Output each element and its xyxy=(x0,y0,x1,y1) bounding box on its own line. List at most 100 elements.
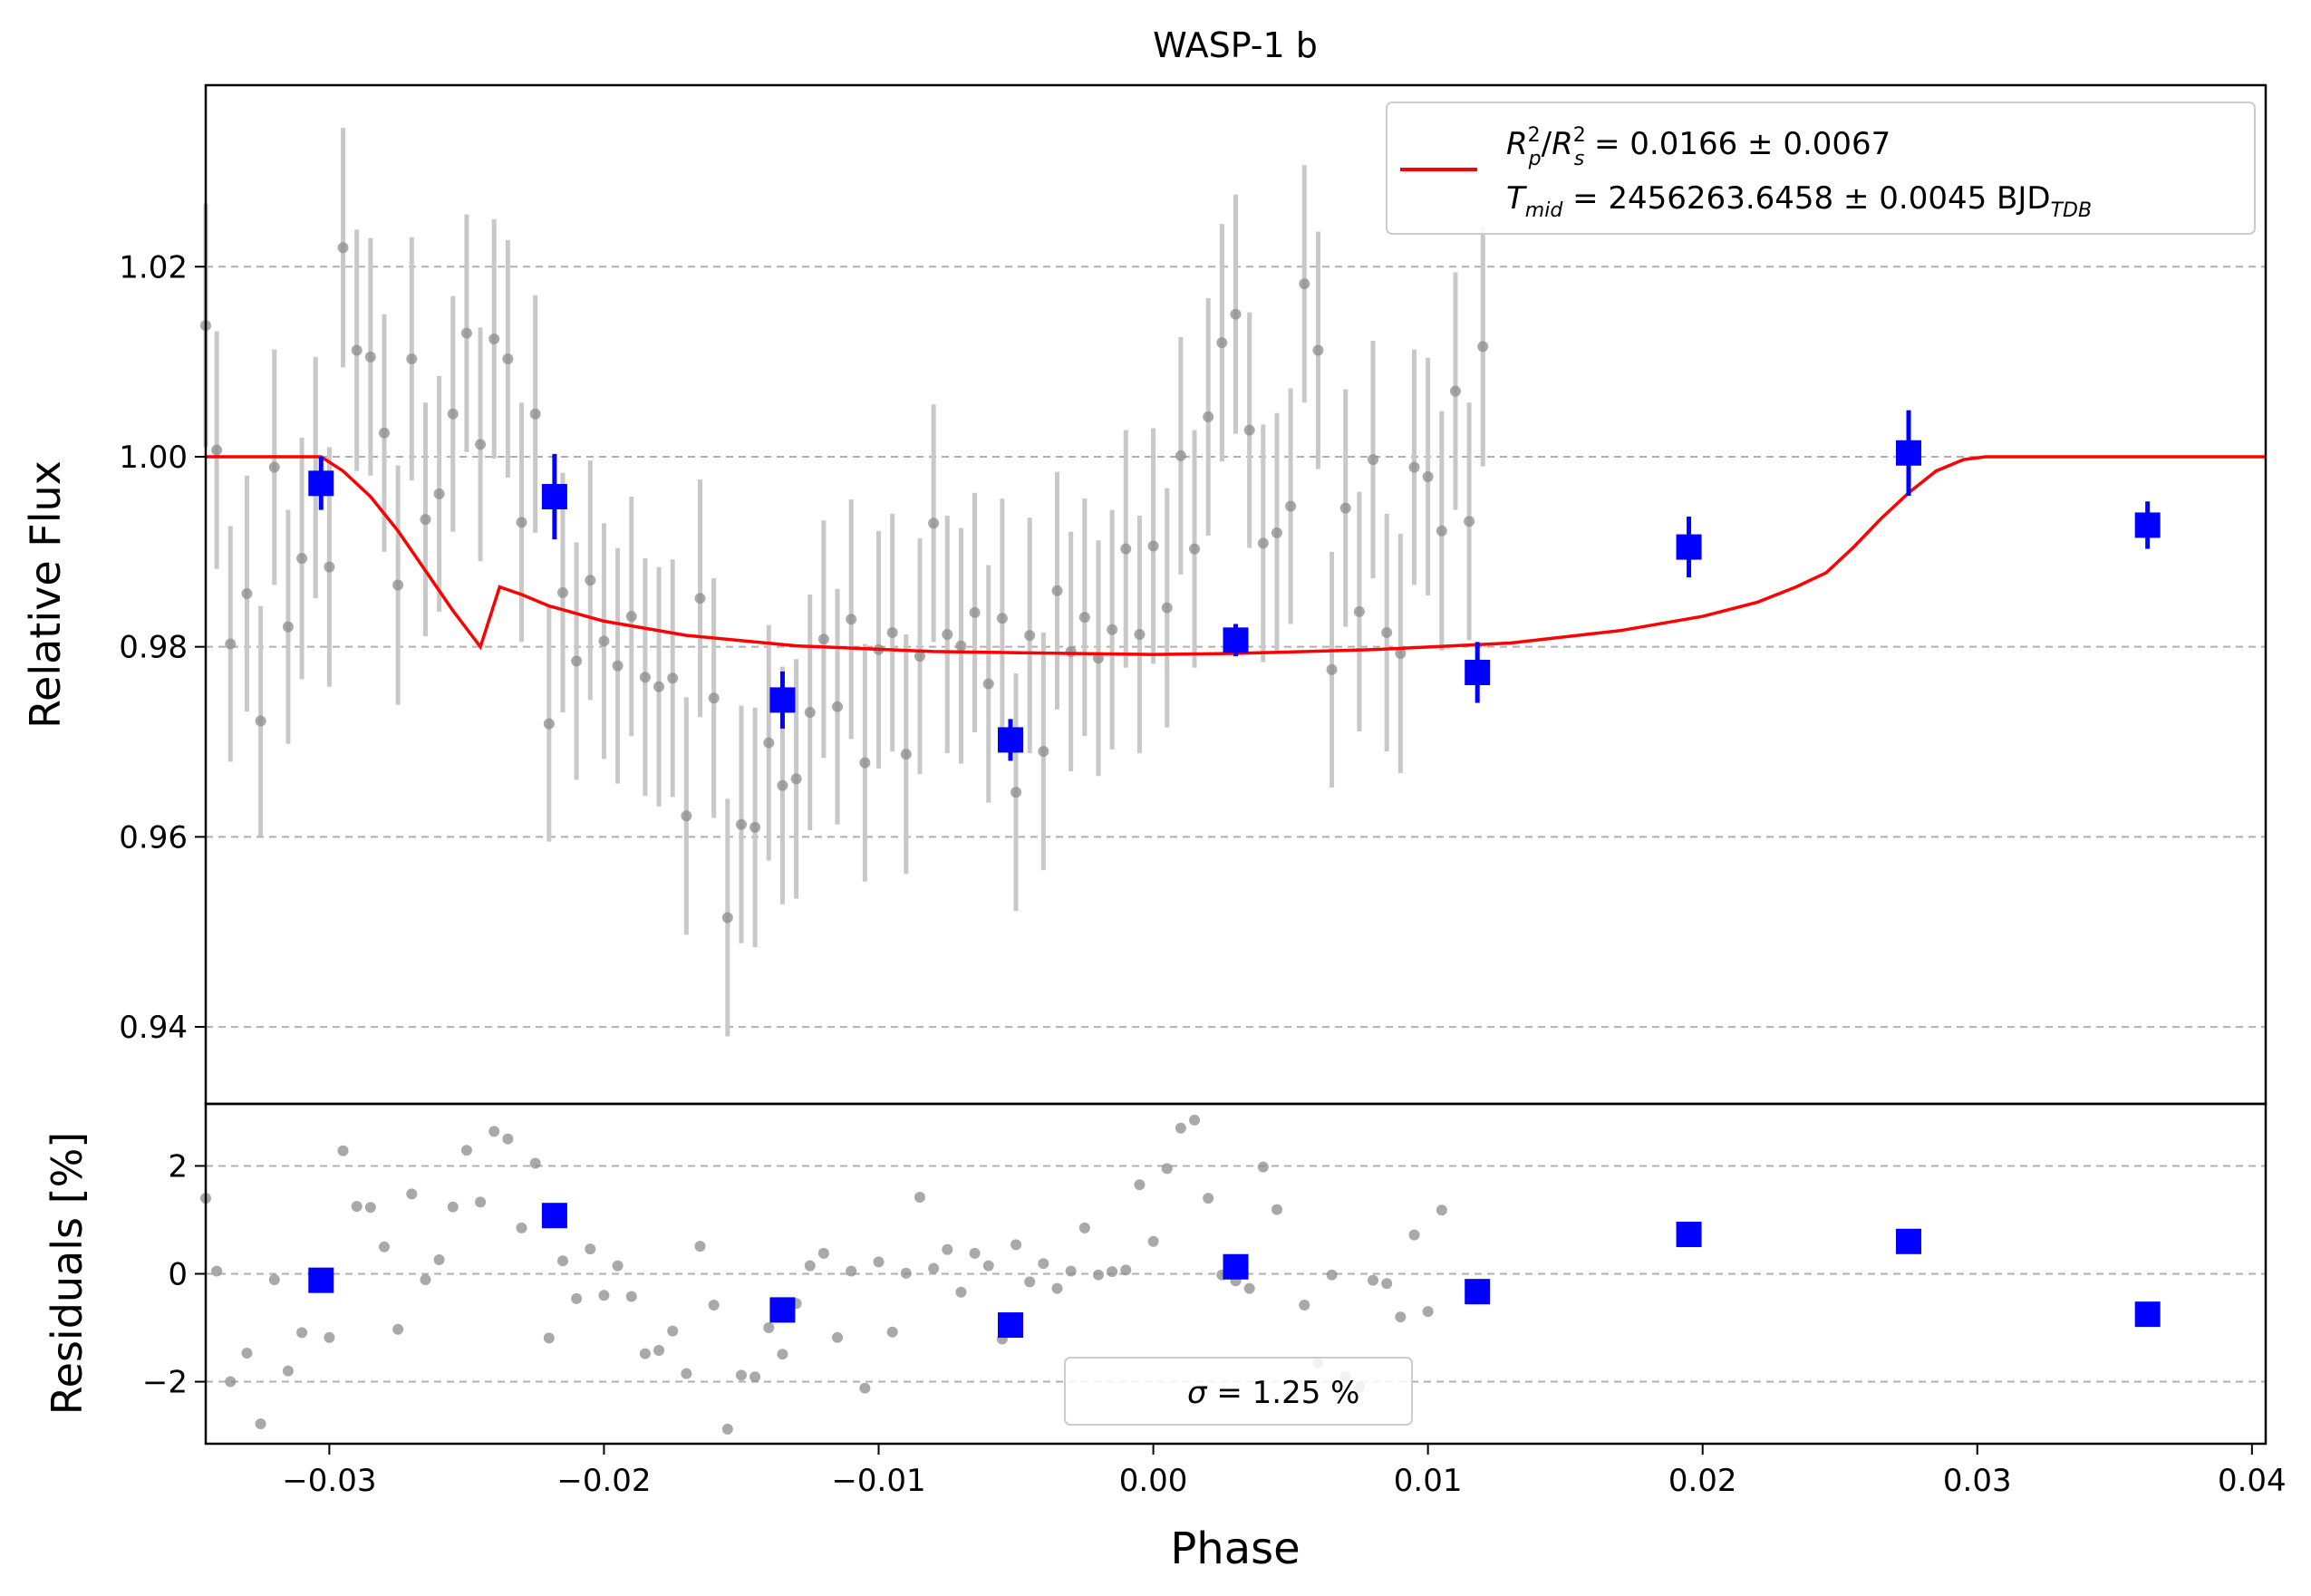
binned-point xyxy=(308,470,334,497)
raw-point xyxy=(1436,525,1447,537)
xtick-label: 0.01 xyxy=(1394,1463,1463,1499)
residual-point xyxy=(324,1331,335,1343)
raw-point xyxy=(1038,746,1049,758)
residual-point xyxy=(1175,1122,1186,1134)
binned-residual xyxy=(1465,1279,1491,1305)
residual-point xyxy=(1107,1266,1118,1278)
residual-point xyxy=(1257,1161,1269,1173)
raw-point xyxy=(653,681,665,692)
residual-point xyxy=(351,1201,363,1213)
top-ylabel: Relative Flux xyxy=(21,460,70,729)
legend-line1-slash: / xyxy=(1542,126,1552,162)
raw-point xyxy=(1395,648,1407,660)
residual-point xyxy=(721,1423,733,1435)
residual-point xyxy=(639,1348,651,1359)
raw-point xyxy=(378,427,390,439)
residual-point xyxy=(1243,1282,1255,1294)
raw-point xyxy=(1175,450,1186,461)
raw-point xyxy=(475,439,487,450)
residual-point xyxy=(1078,1222,1090,1233)
binned-point xyxy=(997,727,1023,753)
raw-point xyxy=(433,488,445,499)
raw-point xyxy=(1299,278,1310,290)
legend-line1-R2: R xyxy=(1552,126,1573,162)
residual-point xyxy=(282,1365,294,1377)
bottom-legend: σ = 1.25 % xyxy=(1064,1357,1413,1426)
residual-point xyxy=(749,1371,761,1383)
raw-point xyxy=(735,818,747,830)
raw-point xyxy=(996,613,1008,624)
residual-point xyxy=(900,1267,912,1279)
residual-point xyxy=(1051,1282,1063,1294)
top-binned-points xyxy=(308,440,2161,753)
raw-point xyxy=(1271,527,1282,538)
residual-point xyxy=(585,1243,596,1255)
residual-point xyxy=(1203,1193,1214,1204)
xtick-label: −0.03 xyxy=(282,1463,376,1499)
top-legend: R2 p/R2 s = 0.0166 ± 0.0067 Tmid = 2456263… xyxy=(1386,102,2256,235)
raw-point xyxy=(268,461,280,473)
chart-title: WASP-1 b xyxy=(1153,25,1318,65)
residual-point xyxy=(625,1291,637,1302)
raw-point xyxy=(282,621,294,633)
legend-line1-sub-p: p xyxy=(1528,148,1542,170)
raw-point xyxy=(1134,629,1146,641)
raw-point xyxy=(255,715,266,727)
residual-point xyxy=(420,1274,431,1286)
xtick-label: −0.02 xyxy=(556,1463,651,1499)
legend-line1-sub-s: s xyxy=(1574,148,1584,170)
legend-line2: Tmid = 2456263.6458 ± 0.0045 BJDTDB xyxy=(1506,180,2092,222)
bottom-yticks: −2 0 2 xyxy=(142,1148,206,1401)
raw-point xyxy=(928,517,940,529)
top-raw-points xyxy=(200,242,1489,924)
raw-point xyxy=(1353,605,1365,617)
legend-line1-sup2: 2 xyxy=(1573,124,1586,147)
raw-point xyxy=(832,701,844,712)
raw-point xyxy=(406,353,418,364)
top-ytick-label: 0.98 xyxy=(119,630,188,666)
raw-point xyxy=(502,353,514,364)
raw-point xyxy=(859,757,871,769)
raw-point xyxy=(1464,516,1475,527)
raw-point xyxy=(211,444,223,456)
raw-point xyxy=(571,655,583,667)
residual-point xyxy=(337,1145,349,1156)
binned-residual xyxy=(2134,1301,2161,1328)
residual-point xyxy=(955,1286,967,1298)
residual-point xyxy=(1422,1306,1434,1318)
bottom-ytick-label: −2 xyxy=(142,1365,188,1401)
binned-point xyxy=(1465,659,1491,685)
residual-point xyxy=(529,1157,541,1169)
bottom-binned-points xyxy=(308,1203,2161,1339)
raw-point xyxy=(529,408,541,420)
top-ytick-label: 0.96 xyxy=(119,819,188,856)
raw-point xyxy=(1230,308,1242,320)
raw-point xyxy=(543,718,555,730)
raw-point xyxy=(337,242,349,254)
residual-point xyxy=(969,1247,981,1259)
residual-point xyxy=(1161,1163,1173,1175)
raw-point xyxy=(982,678,994,690)
raw-point xyxy=(364,351,376,363)
residual-point xyxy=(1299,1300,1310,1311)
residual-point xyxy=(1038,1258,1049,1270)
residual-point xyxy=(1408,1229,1420,1241)
legend-line2-sub: mid xyxy=(1525,199,1564,222)
x-axis-label: Phase xyxy=(1170,1523,1300,1574)
raw-point xyxy=(1107,624,1118,635)
residual-point xyxy=(681,1368,692,1379)
raw-point xyxy=(241,587,253,599)
raw-point xyxy=(790,773,802,785)
raw-point xyxy=(1203,411,1214,422)
raw-point xyxy=(516,517,527,528)
residual-point xyxy=(694,1241,706,1253)
raw-point xyxy=(1120,543,1132,555)
residual-point xyxy=(556,1255,568,1267)
raw-point xyxy=(420,514,431,526)
raw-point xyxy=(488,333,500,344)
residual-point xyxy=(225,1376,237,1388)
raw-point xyxy=(1010,787,1022,798)
sigma-label: σ = 1.25 % xyxy=(1187,1375,1359,1411)
raw-point xyxy=(1326,663,1338,675)
